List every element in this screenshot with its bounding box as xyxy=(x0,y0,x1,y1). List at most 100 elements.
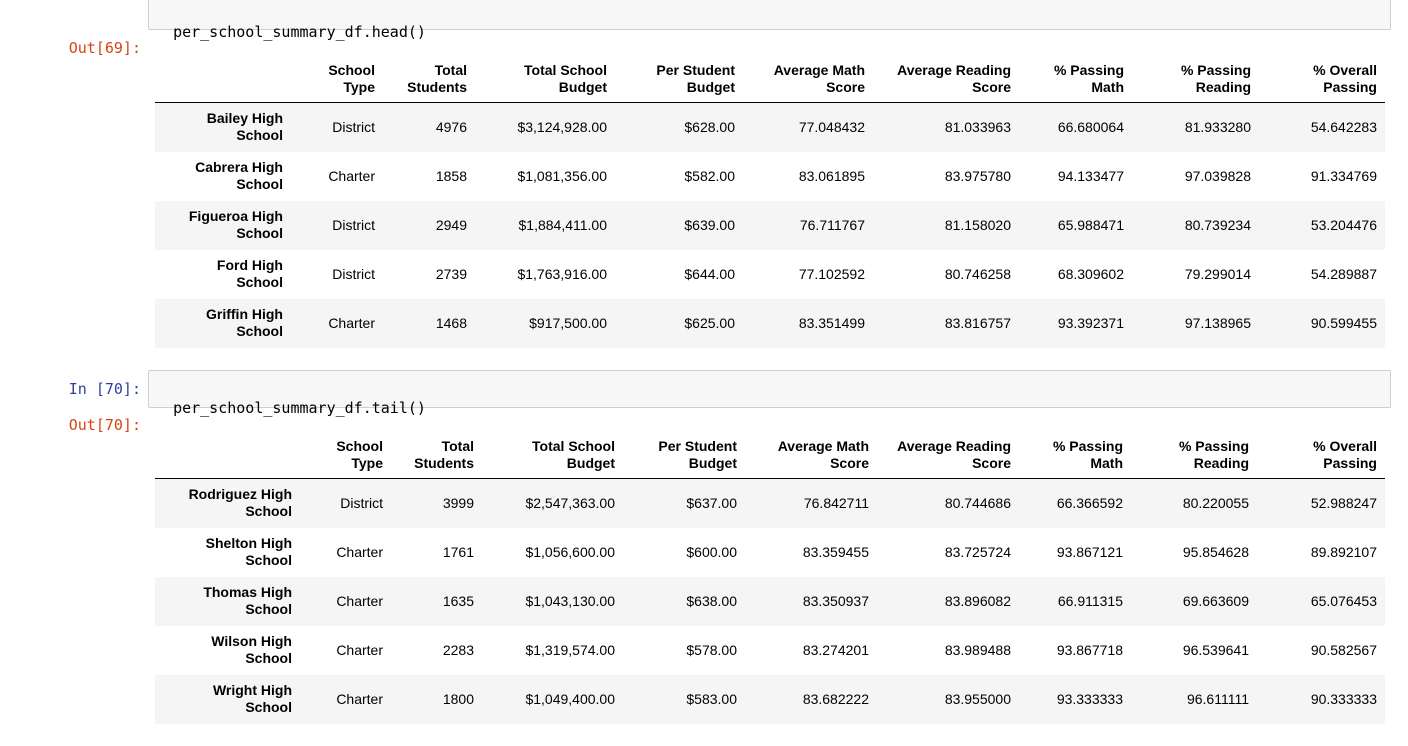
table-cell: $3,124,928.00 xyxy=(517,119,607,136)
label-line-1: Per Student xyxy=(656,62,735,78)
label-line-2: Type xyxy=(351,455,383,471)
table-cell: $582.00 xyxy=(684,168,735,184)
table-cell: $639.00 xyxy=(684,217,735,233)
table-cell: 2283 xyxy=(442,642,474,658)
label-line-1: Average Math xyxy=(773,62,865,78)
column-header: Average Reading Score xyxy=(873,62,1019,103)
label-line-2: Students xyxy=(414,455,474,471)
table-cell: Charter xyxy=(328,168,375,184)
table-cell: 91.334769 xyxy=(1310,168,1377,184)
label-line-2: Passing xyxy=(1323,79,1377,95)
table-cell: 90.599455 xyxy=(1310,315,1377,331)
table-row: Wilson High School Charter 2283 $1,319,574.0… xyxy=(155,626,1385,675)
label-line-2: School xyxy=(245,650,292,666)
column-header: % Passing Reading xyxy=(1132,62,1259,103)
row-index-label: Rodriguez High School xyxy=(155,479,300,528)
label-line-1: Average Reading xyxy=(897,438,1011,454)
table-cell: $917,500.00 xyxy=(529,315,607,331)
table-cell: 2949 xyxy=(435,217,467,233)
label-line-1: School xyxy=(328,62,375,78)
row-index-label: Wright High School xyxy=(155,675,300,724)
table-cell: 81.158020 xyxy=(944,217,1011,233)
table-cell: 83.061895 xyxy=(798,168,865,184)
table-cell: 95.854628 xyxy=(1182,544,1249,560)
dataframe-head-table: School Type Total Students Total School Budge… xyxy=(155,62,1385,348)
column-header: Average Math Score xyxy=(743,62,873,103)
label-line-1: % Passing xyxy=(1178,438,1249,454)
table-cell: 1858 xyxy=(435,168,467,184)
code-text: per_school_summary_df.head() xyxy=(173,23,426,41)
table-cell: 93.867121 xyxy=(1056,544,1123,560)
label-line-1: Griffin High xyxy=(206,306,283,322)
table-cell: $644.00 xyxy=(684,266,735,282)
label-line-1: Shelton High xyxy=(205,535,292,551)
column-header: Total School Budget xyxy=(482,438,623,479)
table-cell: 66.366592 xyxy=(1056,495,1123,512)
table-cell: 83.955000 xyxy=(944,691,1011,707)
label-line-1: Cabrera High xyxy=(195,159,283,175)
row-index-label: Shelton High School xyxy=(155,528,300,577)
table-row: Thomas High School Charter 1635 $1,043,130.0… xyxy=(155,576,1385,626)
label-line-1: Per Student xyxy=(658,438,737,454)
label-line-2: Score xyxy=(830,455,869,471)
table-cell: $628.00 xyxy=(684,119,735,136)
table-cell: $1,763,916.00 xyxy=(517,266,607,282)
index-header xyxy=(155,438,300,479)
label-line-2: Budget xyxy=(558,79,607,95)
table-cell: 3999 xyxy=(442,495,474,512)
label-line-1: Total School xyxy=(532,438,615,454)
label-line-2: Math xyxy=(1091,79,1124,95)
label-line-1: % Passing xyxy=(1053,62,1124,78)
table-cell: $583.00 xyxy=(686,691,737,707)
header-row: School Type Total Students Total School Budge… xyxy=(155,62,1385,103)
table-cell: 96.539641 xyxy=(1182,642,1249,658)
label-line-2: Students xyxy=(407,79,467,95)
table-cell: 83.975780 xyxy=(944,168,1011,184)
table-cell: 1800 xyxy=(442,691,474,707)
label-line-2: Type xyxy=(343,79,375,95)
table-cell: 81.033963 xyxy=(944,119,1011,136)
column-header: % Overall Passing xyxy=(1259,62,1385,103)
table-row: Ford High School District 2739 $1,763,916.00… xyxy=(155,250,1385,299)
label-line-2: School xyxy=(245,552,292,568)
table-cell: 94.133477 xyxy=(1057,168,1124,184)
label-line-1: % Overall xyxy=(1313,62,1377,78)
column-header: % Passing Math xyxy=(1019,62,1132,103)
table-cell: 89.892107 xyxy=(1310,544,1377,560)
column-header: % Overall Passing xyxy=(1257,438,1385,479)
table-cell: $625.00 xyxy=(684,315,735,331)
table-cell: 93.392371 xyxy=(1057,315,1124,331)
table-cell: 83.816757 xyxy=(944,315,1011,331)
column-header: Average Math Score xyxy=(745,438,877,479)
table-cell: 93.867718 xyxy=(1056,642,1123,658)
label-line-1: % Overall xyxy=(1313,438,1377,454)
column-header: School Type xyxy=(300,438,391,479)
table-body: Rodriguez High School District 3999 $2,547,3… xyxy=(155,478,1385,724)
label-line-2: School xyxy=(236,274,283,290)
table-cell: $2,547,363.00 xyxy=(525,495,615,512)
table-row: Cabrera High School Charter 1858 $1,081,356.… xyxy=(155,152,1385,201)
label-line-1: % Passing xyxy=(1180,62,1251,78)
label-line-2: Budget xyxy=(688,455,737,471)
table-cell: 66.911315 xyxy=(1057,593,1123,609)
label-line-2: School xyxy=(236,323,283,339)
table-cell: District xyxy=(332,217,375,233)
table-cell: 76.842711 xyxy=(803,495,869,512)
column-header: Per Student Budget xyxy=(615,62,743,103)
table-cell: 54.289887 xyxy=(1310,266,1377,282)
column-header: % Passing Reading xyxy=(1131,438,1257,479)
label-line-1: Wright High xyxy=(212,682,292,698)
label-line-2: School xyxy=(236,176,283,192)
table-cell: 81.933280 xyxy=(1184,119,1251,136)
code-cell-tail[interactable]: per_school_summary_df.tail() xyxy=(148,370,1391,417)
label-line-2: School xyxy=(245,503,292,520)
table-cell: 4976 xyxy=(435,119,467,136)
column-header: Total Students xyxy=(391,438,482,479)
label-line-1: Rodriguez High xyxy=(188,486,292,503)
row-index-label: Ford High School xyxy=(155,250,291,299)
table-cell: 83.351499 xyxy=(798,315,865,331)
table-cell: 66.680064 xyxy=(1057,119,1124,136)
table-row: Rodriguez High School District 3999 $2,547,3… xyxy=(155,478,1385,528)
code-cell-head[interactable]: per_school_summary_df.head() xyxy=(148,0,1391,41)
table-cell: Charter xyxy=(328,315,375,331)
